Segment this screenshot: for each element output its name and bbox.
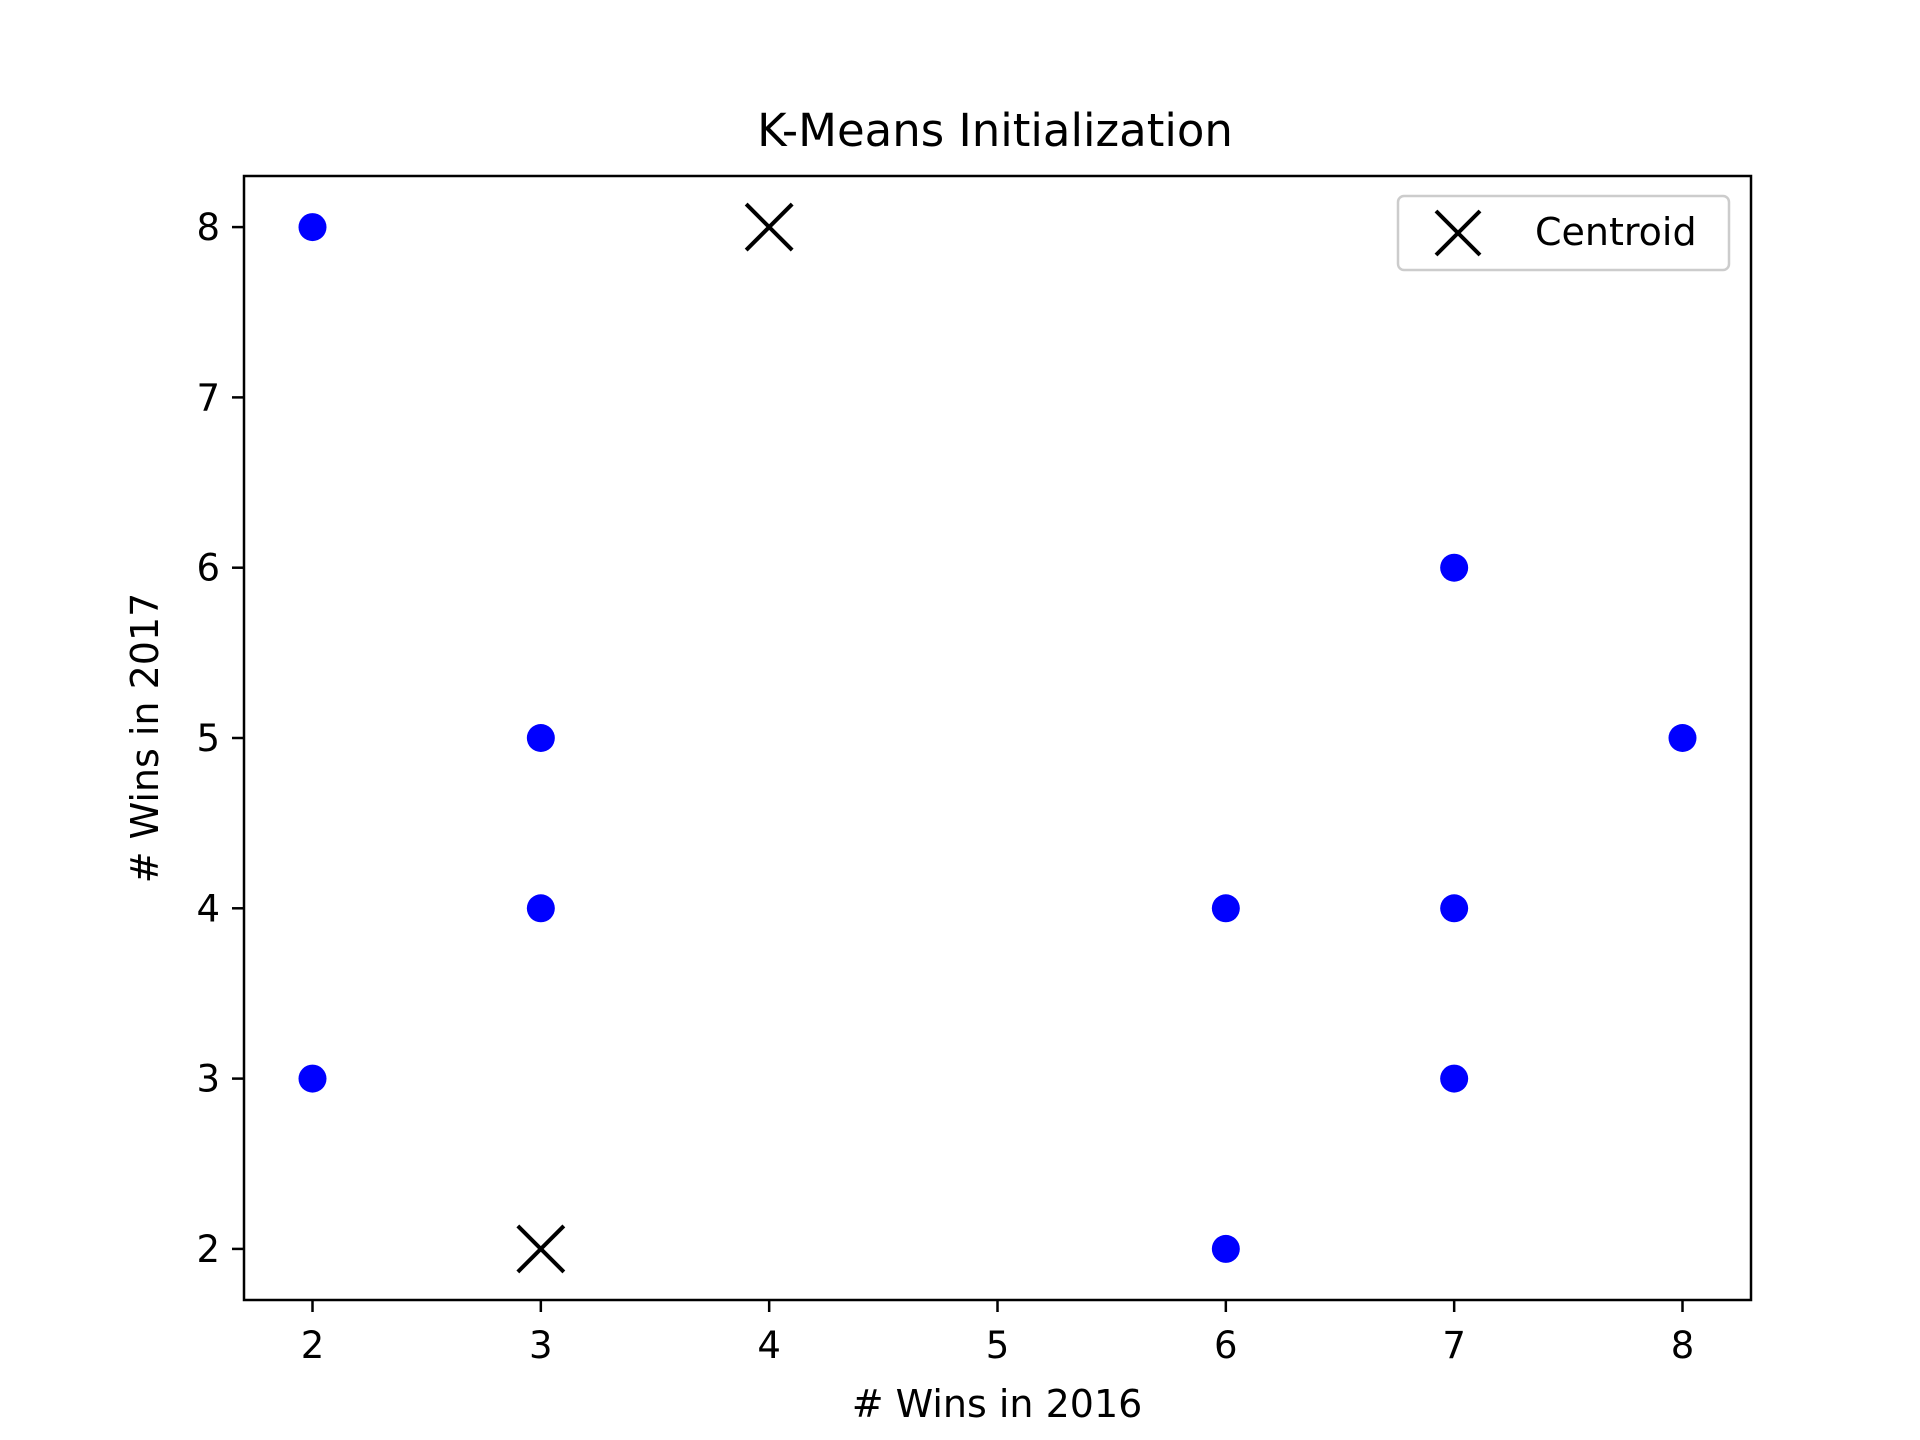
- y-tick-label: 2: [196, 1228, 220, 1271]
- x-tick-label: 2: [301, 1324, 325, 1367]
- x-tick-label: 5: [986, 1324, 1010, 1367]
- x-tick-label: 4: [757, 1324, 781, 1367]
- data-point: [1211, 1234, 1240, 1263]
- y-tick-label: 8: [196, 206, 220, 249]
- data-point: [298, 1064, 327, 1093]
- data-points: [298, 202, 1697, 1274]
- data-point: [526, 894, 555, 923]
- y-axis-label: # Wins in 2017: [123, 593, 167, 884]
- y-tick-label: 3: [196, 1058, 220, 1101]
- chart-title: K-Means Initialization: [757, 104, 1233, 157]
- x-tick-label: 3: [529, 1324, 553, 1367]
- legend-box: [1396, 194, 1731, 272]
- x-tick-label: 7: [1442, 1324, 1466, 1367]
- legend-centroid-marker: [1434, 209, 1482, 257]
- centroid-marker: [744, 202, 794, 252]
- y-tick-label: 6: [196, 547, 220, 590]
- y-tick-label: 7: [196, 376, 220, 419]
- centroid-marker: [516, 1224, 566, 1274]
- legend: Centroid: [1396, 194, 1731, 272]
- data-point: [1440, 1064, 1469, 1093]
- x-tick-label: 6: [1214, 1324, 1238, 1367]
- legend-x-icon: [1434, 209, 1482, 257]
- data-point: [298, 213, 327, 242]
- data-point: [1211, 894, 1240, 923]
- y-tick-label: 5: [196, 717, 220, 760]
- data-point: [1440, 553, 1469, 582]
- plot-frame: [242, 174, 1753, 1302]
- y-tick-label: 4: [196, 887, 220, 930]
- data-point: [1440, 894, 1469, 923]
- data-point: [526, 724, 555, 752]
- data-point: [1668, 724, 1697, 752]
- x-axis-label: # Wins in 2016: [852, 1382, 1143, 1426]
- axis-ticks: 2 3 4 5 6 7 8 2 3 4 5 6 7 8: [196, 206, 1694, 1367]
- x-tick-label: 8: [1671, 1324, 1695, 1367]
- legend-label-centroid: Centroid: [1535, 210, 1697, 254]
